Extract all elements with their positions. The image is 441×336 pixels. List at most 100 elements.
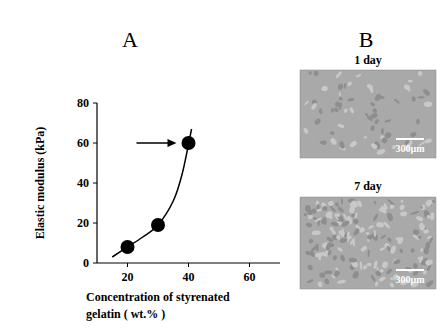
cell (424, 198, 433, 207)
y-tick (93, 223, 97, 224)
cell (389, 282, 395, 288)
cell (374, 93, 383, 102)
cell (425, 259, 434, 266)
cell (381, 260, 389, 269)
cell (379, 246, 386, 251)
cell (318, 255, 321, 261)
cell (322, 217, 327, 226)
cell (314, 217, 322, 223)
cell (423, 229, 429, 235)
cell (313, 70, 319, 76)
cell (338, 92, 341, 97)
cell (372, 213, 378, 222)
cell (313, 118, 321, 126)
y-axis-label: Elastic modulus (kPa) (33, 127, 47, 240)
cell (422, 88, 431, 97)
cell (336, 235, 341, 241)
y-tick-label: 80 (77, 96, 89, 110)
image-title: 1 day (354, 53, 382, 67)
cell (319, 272, 325, 278)
cell (348, 257, 357, 263)
scale-bar (396, 138, 424, 140)
cell (420, 248, 424, 253)
cell (386, 212, 394, 222)
cell (374, 281, 379, 287)
cell (370, 274, 376, 282)
arrow-head (168, 139, 177, 147)
cell (332, 255, 337, 261)
cell (310, 245, 319, 254)
cell (380, 137, 388, 145)
cell (303, 212, 307, 216)
cell (308, 238, 314, 244)
cell (339, 141, 346, 150)
cell (373, 201, 376, 205)
cell (341, 228, 345, 237)
cell (325, 242, 332, 251)
cell (418, 235, 422, 240)
cell (393, 98, 400, 104)
cell (337, 206, 345, 214)
cell (416, 119, 420, 125)
cell (401, 199, 404, 203)
cell (341, 220, 351, 228)
image-title: 7 day (354, 179, 382, 193)
cell (349, 107, 355, 114)
fit-curve (112, 129, 191, 257)
cell (349, 140, 358, 149)
x-tick-label: 40 (183, 270, 195, 284)
cell (423, 247, 429, 254)
cell (324, 270, 332, 274)
cell (337, 83, 343, 90)
cell (380, 234, 387, 240)
cell (370, 125, 374, 131)
cell (339, 237, 348, 243)
cell (340, 254, 346, 262)
cell (417, 70, 424, 77)
scale-bar (396, 269, 424, 271)
y-tick (93, 143, 97, 144)
figure-root: AB020406080204060Concentration of styren… (0, 0, 441, 336)
cell (387, 199, 395, 206)
cell (386, 245, 392, 252)
cell (408, 80, 413, 83)
cell (317, 281, 323, 288)
cell (354, 212, 358, 219)
cell (352, 239, 356, 247)
cell (330, 221, 339, 227)
y-tick (93, 103, 97, 104)
arrow-shaft (137, 142, 171, 144)
cell (322, 206, 327, 212)
cell (308, 71, 312, 75)
cell (355, 73, 361, 77)
cell (331, 108, 334, 113)
cell (307, 264, 314, 271)
cell (420, 205, 425, 211)
x-tick (249, 263, 250, 267)
cell (423, 210, 430, 219)
cell (369, 86, 374, 94)
micrograph-background (300, 197, 436, 289)
plot-area (112, 129, 195, 257)
cell (390, 245, 397, 254)
cell (311, 208, 318, 215)
y-tick (93, 263, 97, 264)
cell (333, 107, 340, 113)
cell (396, 236, 404, 245)
panel-label: A (122, 27, 138, 52)
cell (409, 131, 417, 138)
y-tick (93, 183, 97, 184)
x-tick-label: 60 (244, 270, 256, 284)
scale-bar-label: 300μm (396, 143, 426, 154)
cell (341, 198, 344, 205)
cell (399, 248, 404, 253)
cell (326, 236, 334, 244)
cell (312, 230, 321, 235)
cell (376, 222, 385, 229)
cell (363, 135, 367, 139)
cell (343, 83, 346, 89)
cell (306, 279, 314, 284)
scale-bar-label: 300μm (396, 274, 426, 285)
cell (384, 119, 392, 124)
cell (427, 235, 433, 240)
